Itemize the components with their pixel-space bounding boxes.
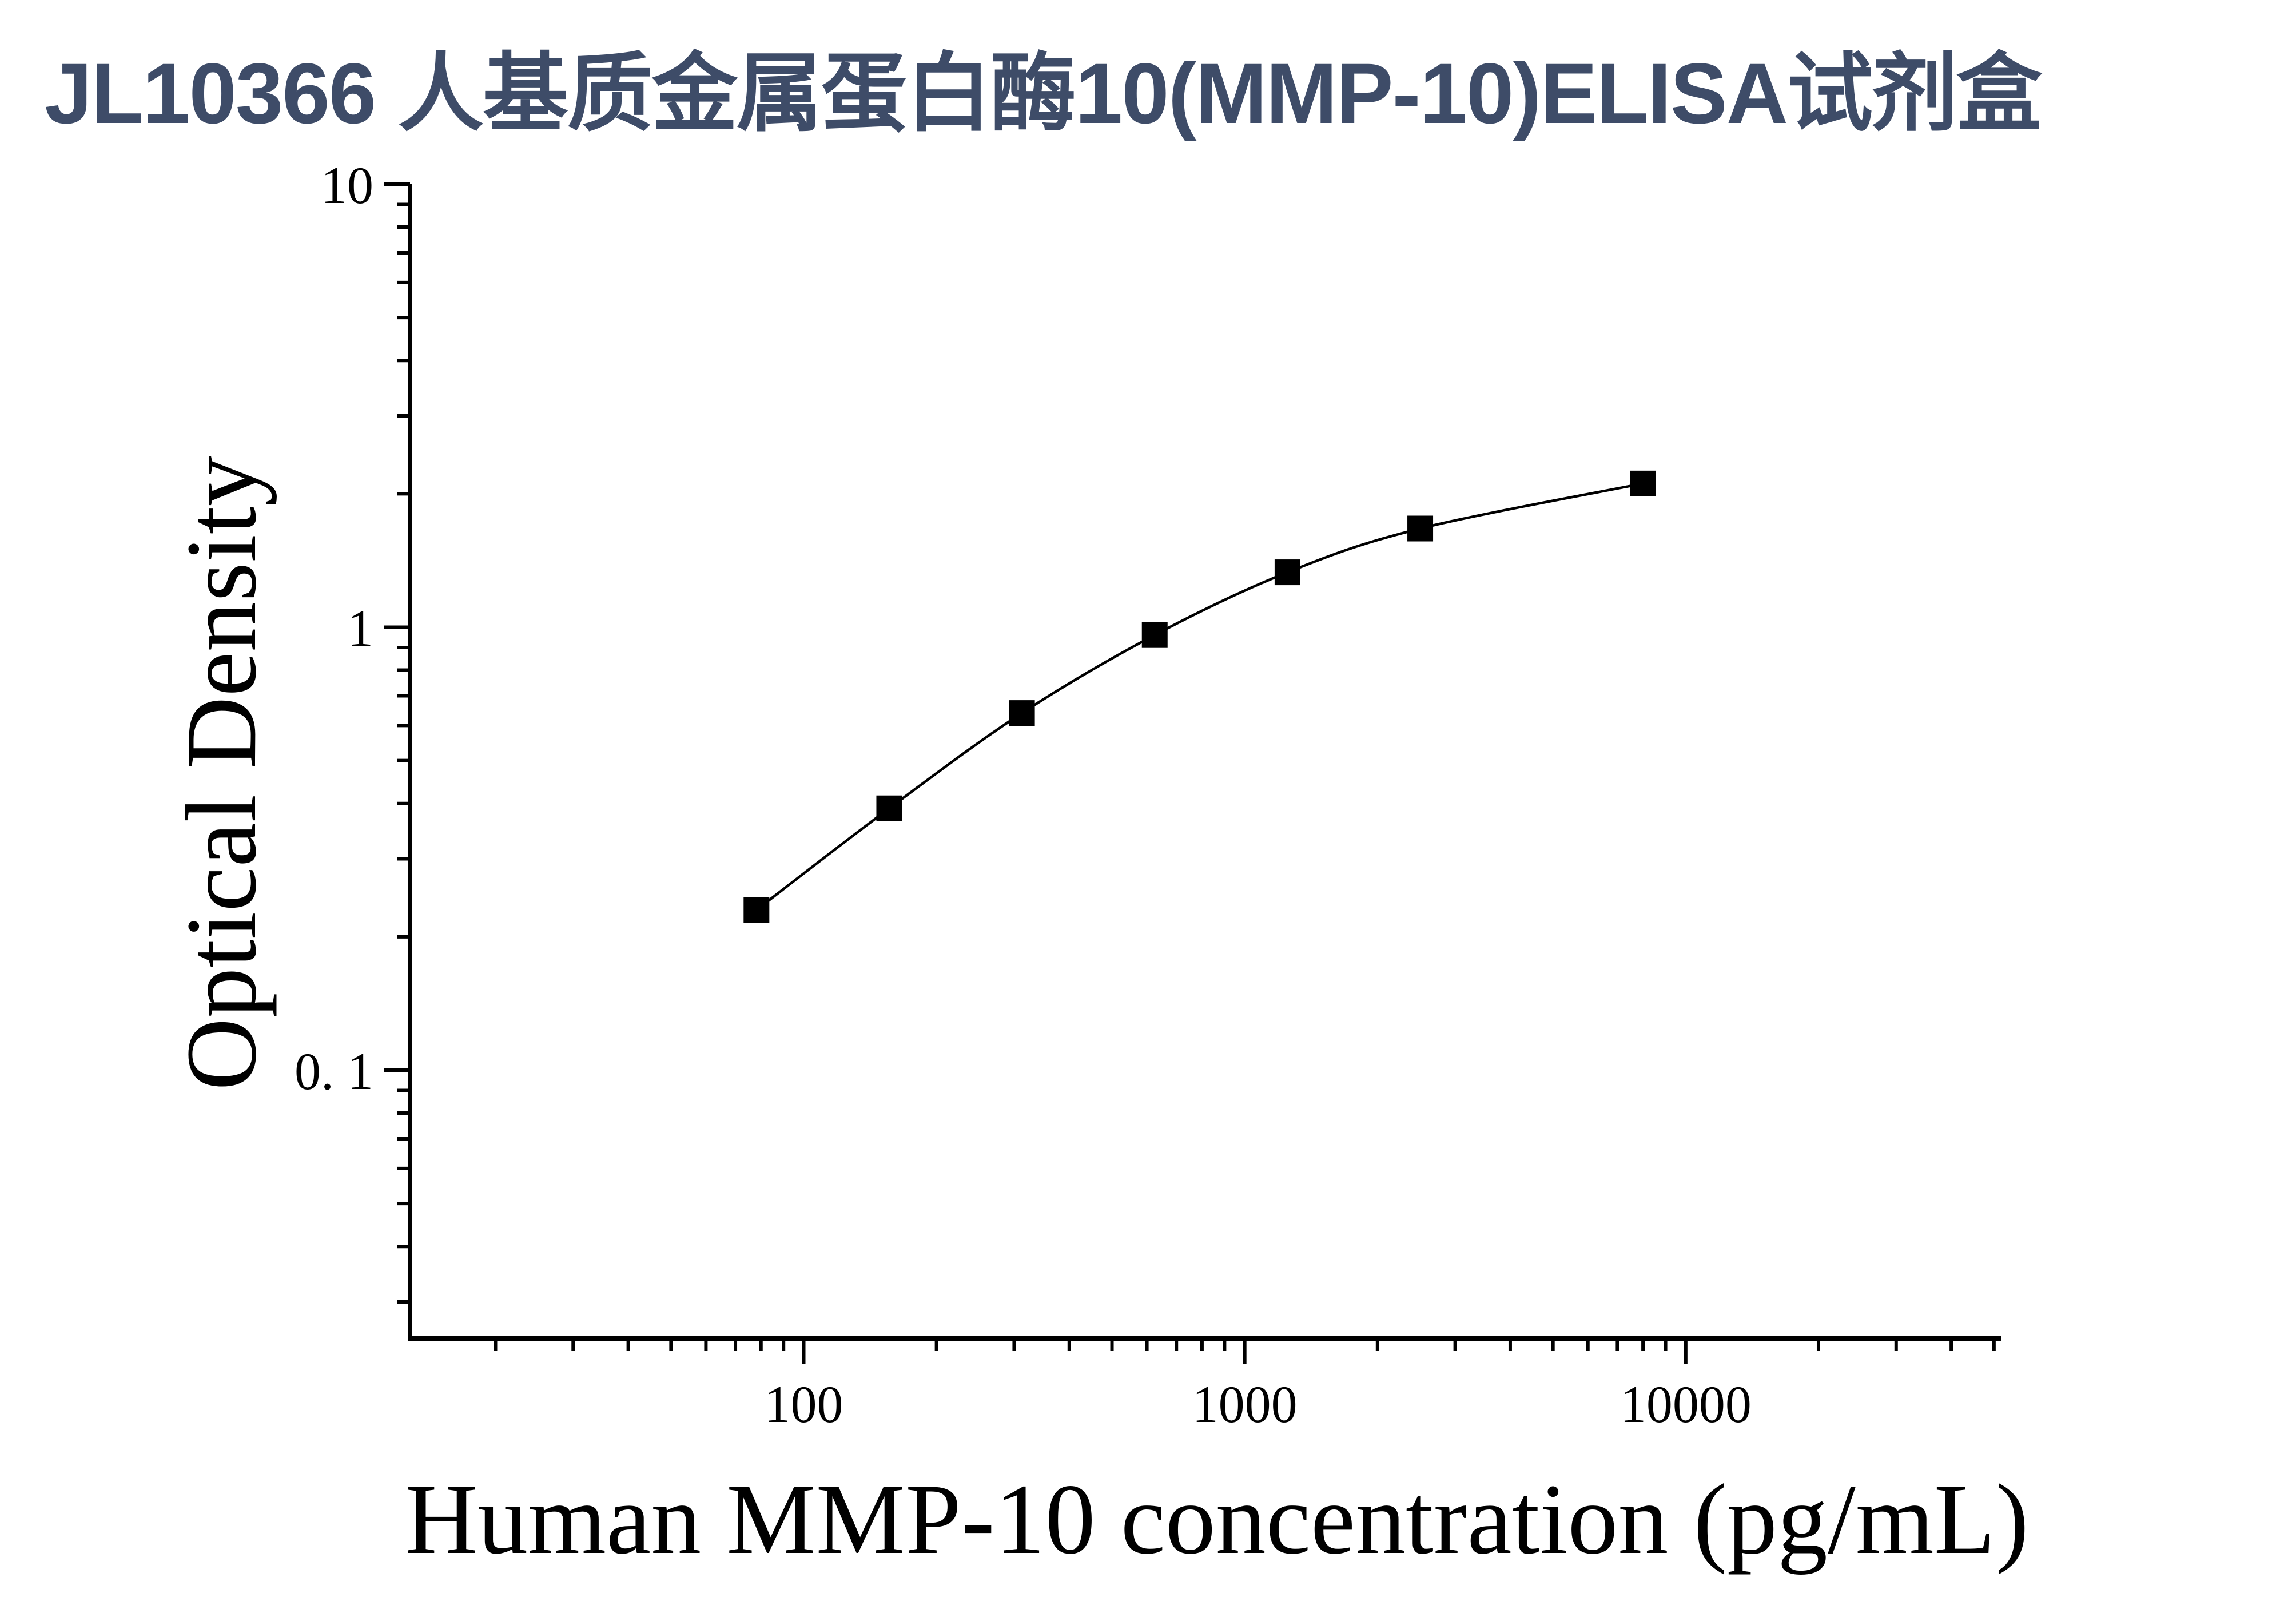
standard-curve-line bbox=[755, 482, 1645, 912]
data-point-marker bbox=[1141, 622, 1168, 648]
x-tick-label: 10000 bbox=[1620, 1375, 1752, 1433]
page-title: JL10366 人基质金属蛋白酶10(MMP-10)ELISA试剂盒 bbox=[45, 45, 2042, 141]
y-tick-label: 1 bbox=[347, 599, 373, 658]
x-tick-label: 1000 bbox=[1192, 1375, 1298, 1433]
data-point-marker bbox=[743, 897, 770, 923]
y-tick-label: 10 bbox=[321, 156, 373, 214]
data-point-marker bbox=[1407, 515, 1434, 542]
data-point-marker bbox=[1274, 559, 1300, 586]
x-axis-title: Human MMP-10 concentration (pg/mL) bbox=[405, 1464, 2029, 1575]
data-point-marker bbox=[1630, 470, 1656, 496]
data-point-marker bbox=[876, 795, 902, 821]
y-tick-label: 0. 1 bbox=[295, 1042, 373, 1101]
data-point-marker bbox=[1009, 700, 1035, 726]
x-tick-label: 100 bbox=[764, 1375, 843, 1433]
